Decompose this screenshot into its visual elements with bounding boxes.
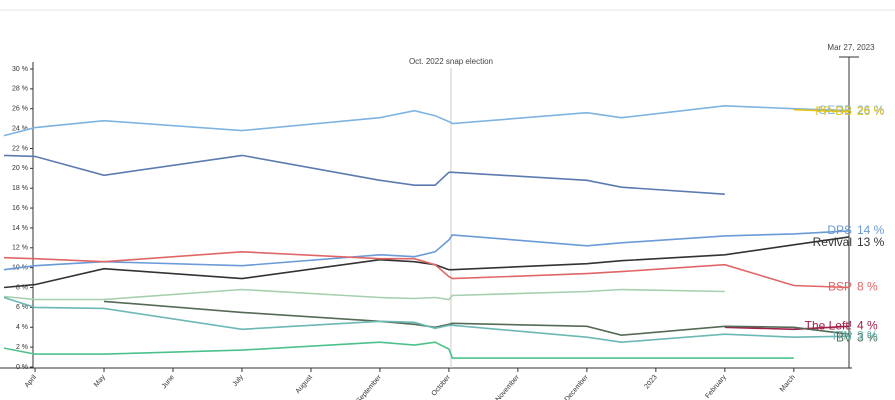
x-tick-label: June (161, 374, 176, 390)
series-line (3, 154, 725, 195)
y-tick-label: 4 % (16, 324, 28, 331)
date-label: Mar 27, 2023 (827, 43, 875, 52)
series-line (3, 288, 725, 301)
series-line (3, 104, 850, 137)
x-tick-label: August (295, 374, 314, 395)
series-line (3, 236, 850, 289)
x-tick-label: December (564, 373, 591, 400)
y-tick-label: 0 % (16, 364, 28, 371)
series-name: Revival (813, 235, 852, 249)
series-line (3, 230, 850, 271)
series-value-label: 26 % (857, 103, 885, 117)
series-value-label: 3 % (857, 328, 878, 342)
y-tick-label: 20 % (12, 165, 28, 172)
y-tick-label: 12 % (12, 245, 28, 252)
series-value-label: 8 % (857, 280, 878, 294)
y-tick-label: 22 % (12, 145, 28, 152)
series-value-label: 4 % (857, 318, 878, 332)
series-line (793, 108, 850, 113)
x-tick-label: March (779, 374, 797, 393)
y-tick-label: 2 % (16, 344, 28, 351)
series-name: ITN (833, 328, 852, 342)
y-tick-label: 8 % (16, 284, 28, 291)
series-name: PP-DB (815, 104, 852, 118)
series-line (3, 341, 794, 359)
y-tick-label: 18 % (12, 185, 28, 192)
series-line (3, 296, 850, 344)
y-tick-label: 16 % (12, 205, 28, 212)
y-tick-label: 30 % (12, 66, 28, 73)
series-value-label: 26 % (857, 104, 885, 118)
series-name: The Left! (805, 318, 852, 332)
x-tick-label: July (232, 374, 246, 388)
x-tick-label: February (704, 374, 728, 400)
x-tick-label: September (356, 373, 384, 400)
y-tick-label: 24 % (12, 125, 28, 132)
x-tick-label: 2023 (643, 374, 658, 391)
series-name: BV (836, 330, 852, 344)
series-value-label: 3 % (857, 330, 878, 344)
y-tick-label: 14 % (12, 225, 28, 232)
series-line (724, 325, 850, 331)
series-name: BSP (828, 280, 852, 294)
election-label: Oct. 2022 snap election (409, 57, 493, 66)
x-tick-label: May (93, 374, 107, 389)
y-tick-label: 28 % (12, 86, 28, 93)
series-name: GERB (818, 103, 852, 117)
series-value-label: 13 % (857, 235, 885, 249)
series-name: DPS (827, 223, 852, 237)
series-value-label: 14 % (857, 223, 885, 237)
x-tick-label: November (495, 373, 522, 400)
y-tick-label: 26 % (12, 106, 28, 113)
series-line (103, 300, 850, 337)
y-tick-label: 6 % (16, 304, 28, 311)
x-tick-label: October (430, 373, 452, 397)
series-line (3, 250, 850, 289)
x-tick-label: April (24, 374, 39, 390)
